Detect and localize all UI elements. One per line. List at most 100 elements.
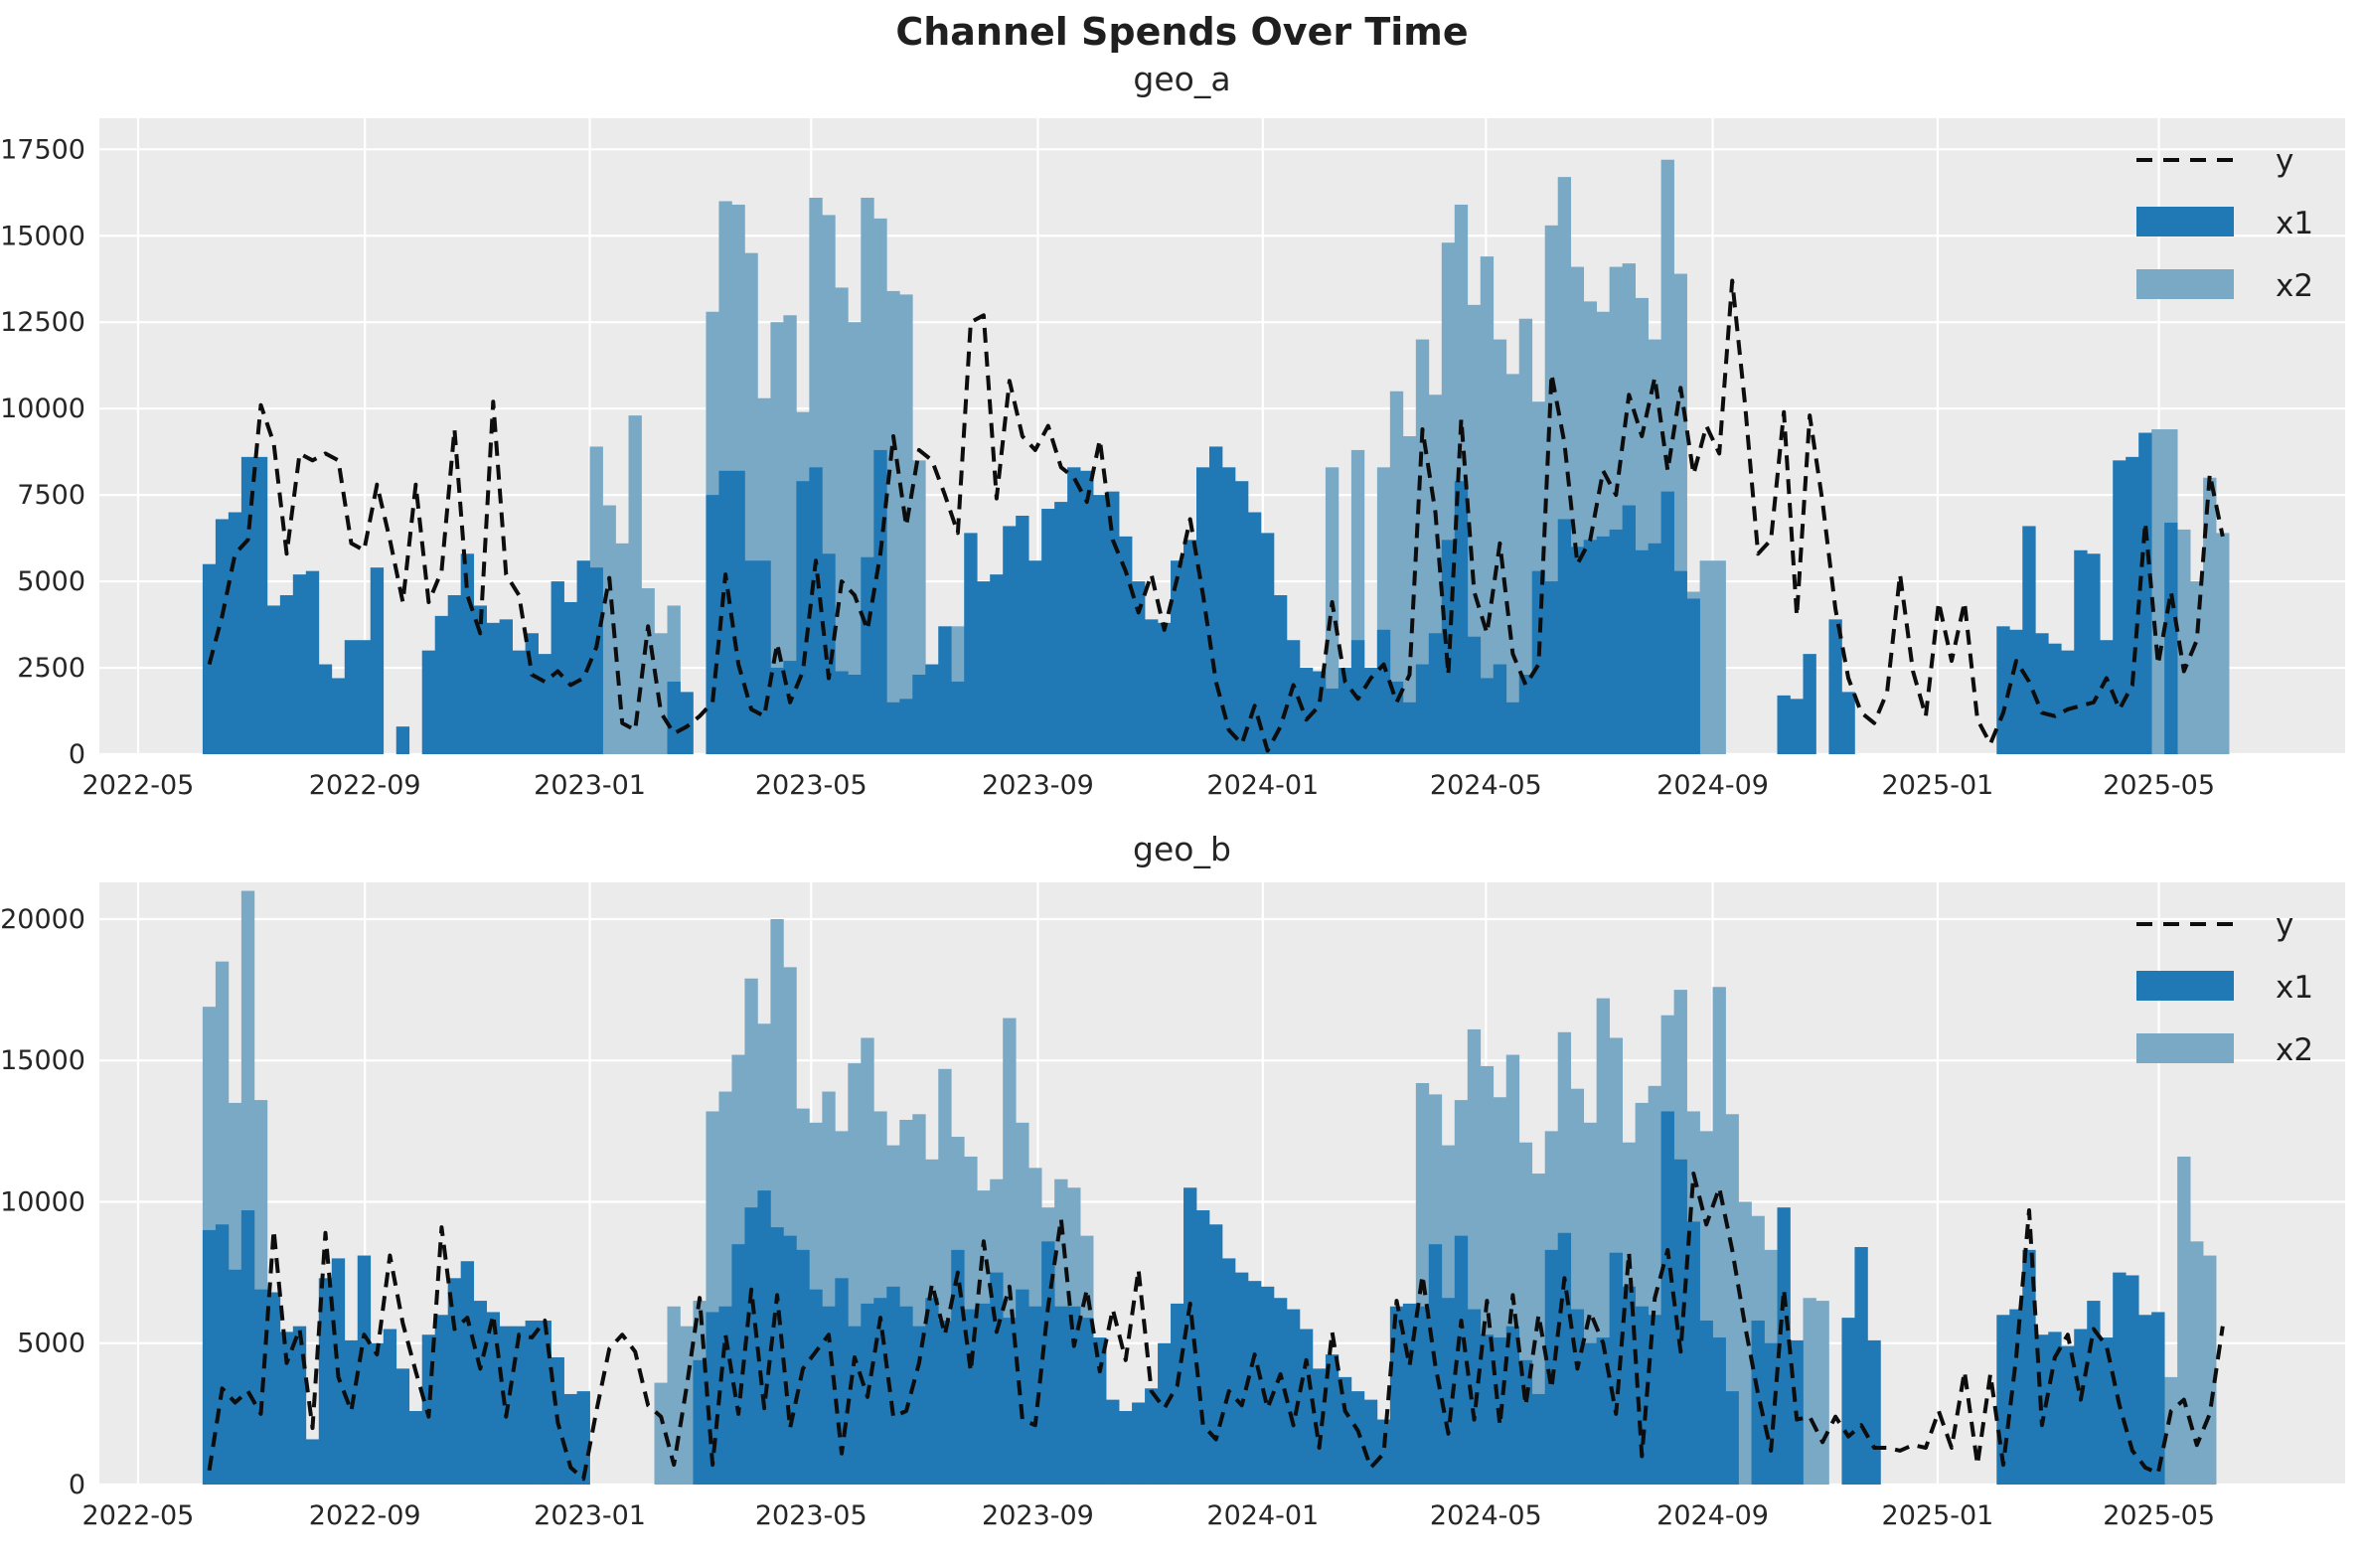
bar-x1 — [757, 1190, 771, 1485]
bar-x1 — [1648, 1315, 1661, 1485]
bar-x1 — [1609, 529, 1623, 754]
bar-x1 — [1106, 491, 1120, 754]
bar-x1 — [2048, 643, 2062, 754]
bar-x1 — [279, 595, 294, 754]
bar-x1 — [744, 1207, 758, 1485]
bar-x1 — [1402, 702, 1417, 754]
x-tick-label: 2023-05 — [755, 1500, 867, 1531]
bar-x1 — [1428, 633, 1443, 754]
bar-x1 — [228, 512, 242, 754]
bar-x1 — [525, 1320, 539, 1485]
bar-x1 — [383, 1329, 397, 1485]
bar-x1 — [1454, 1235, 1469, 1485]
bar-x1 — [990, 574, 1004, 754]
bar-x1 — [1260, 1286, 1275, 1485]
bar-x1 — [266, 1292, 281, 1485]
bar-x1 — [357, 640, 372, 754]
bar-x1 — [680, 692, 694, 754]
bar-x1 — [1016, 1289, 1029, 1485]
bar-x1 — [1093, 1337, 1107, 1485]
bar-x1 — [1325, 1354, 1340, 1485]
bar-x1 — [1080, 1318, 1094, 1485]
x-tick-label: 2023-09 — [982, 1500, 1094, 1531]
bar-x1 — [292, 1326, 307, 1485]
bar-x1 — [1648, 543, 1661, 754]
legend-label-x1: x1 — [2276, 206, 2313, 241]
bar-x1 — [1596, 1337, 1611, 1485]
bar-x1 — [1260, 533, 1275, 754]
bar-x1 — [848, 675, 862, 754]
bar-x1 — [1415, 664, 1430, 754]
bar-x1 — [964, 533, 978, 754]
bar-x1 — [1158, 1342, 1172, 1485]
bar-x1 — [589, 567, 603, 754]
bar-x1 — [1338, 668, 1352, 754]
bar-x1 — [848, 1326, 862, 1485]
legend-x2-swatch — [2136, 269, 2234, 299]
bar-x1 — [1183, 1187, 1197, 1485]
chart-title-geo-a: geo_a — [1133, 60, 1231, 98]
bar-x1 — [1041, 509, 1055, 754]
bar-x1 — [899, 1306, 913, 1485]
bar-x1 — [1234, 1272, 1249, 1485]
y-tick-label: 12500 — [0, 307, 85, 338]
bar-x1 — [499, 619, 513, 754]
bar-x1 — [1583, 540, 1598, 754]
bar-x1 — [2138, 432, 2152, 754]
bar-x1 — [783, 1235, 797, 1485]
bar-x1 — [1145, 619, 1159, 754]
bar-x1 — [538, 1320, 552, 1485]
bar-x1 — [421, 650, 436, 754]
bar-x1 — [1673, 570, 1687, 754]
bar-x1 — [563, 601, 577, 754]
bar-x1 — [1531, 570, 1546, 754]
legend-label-y: y — [2276, 907, 2293, 943]
bar-x1 — [1299, 1329, 1314, 1485]
bar-x1 — [1158, 622, 1172, 754]
y-tick-label: 20000 — [0, 904, 85, 935]
legend-label-x2: x2 — [2276, 1032, 2313, 1068]
x-tick-label: 2023-01 — [534, 770, 646, 801]
bar-x1 — [809, 467, 823, 754]
bar-x1 — [1570, 547, 1585, 754]
bar-x1 — [1480, 678, 1495, 754]
bar-x1 — [1171, 560, 1184, 754]
bar-x1 — [2113, 1272, 2127, 1485]
bar-x2 — [2216, 533, 2230, 754]
bar-x1 — [938, 626, 952, 754]
bar-x1 — [1222, 467, 1236, 754]
bar-x2 — [2177, 1156, 2191, 1485]
x-tick-label: 2024-01 — [1206, 770, 1319, 801]
bar-x1 — [253, 456, 268, 754]
bar-x2 — [2203, 1255, 2217, 1485]
y-tick-label: 7500 — [17, 480, 85, 511]
bar-x1 — [1299, 668, 1314, 754]
line-y — [207, 1172, 2225, 1482]
bar-x1 — [1854, 1247, 1868, 1485]
bar-x1 — [1080, 470, 1094, 754]
bar-x1 — [1686, 598, 1700, 754]
x-tick-label: 2022-05 — [82, 770, 195, 801]
bar-x1 — [460, 1261, 475, 1485]
bar-x1 — [331, 678, 346, 754]
y-tick-label: 5000 — [17, 566, 85, 597]
plot-geo-b: 0 5000 10000 15000 20000 2022-05 2022-09 2023-0… — [0, 882, 2345, 1531]
bar-x1 — [899, 699, 913, 754]
plot-geo-a: 0 2500 5000 7500 10000 12500 15000 17500 2022-05… — [0, 118, 2345, 801]
bar-x1 — [1145, 1388, 1159, 1485]
bar-x1 — [2009, 629, 2023, 754]
x-tick-label: 2022-05 — [82, 1500, 195, 1531]
bar-x1 — [305, 570, 320, 754]
bar-x1 — [1803, 654, 1816, 754]
bar-x1 — [2022, 526, 2036, 754]
bar-x1 — [912, 1326, 926, 1485]
bar-x1 — [228, 1269, 242, 1485]
bar-x1 — [796, 481, 810, 754]
chart-section-geo-b: geo_b 0 5000 10000 15000 20000 2022-05 2022-09… — [0, 824, 2364, 1558]
bar-x1 — [1350, 1391, 1365, 1485]
bar-x1 — [1790, 699, 1804, 754]
bar-x1 — [1467, 1309, 1482, 1485]
bar-x1 — [1557, 1232, 1572, 1485]
bar-x1 — [1273, 1298, 1288, 1485]
